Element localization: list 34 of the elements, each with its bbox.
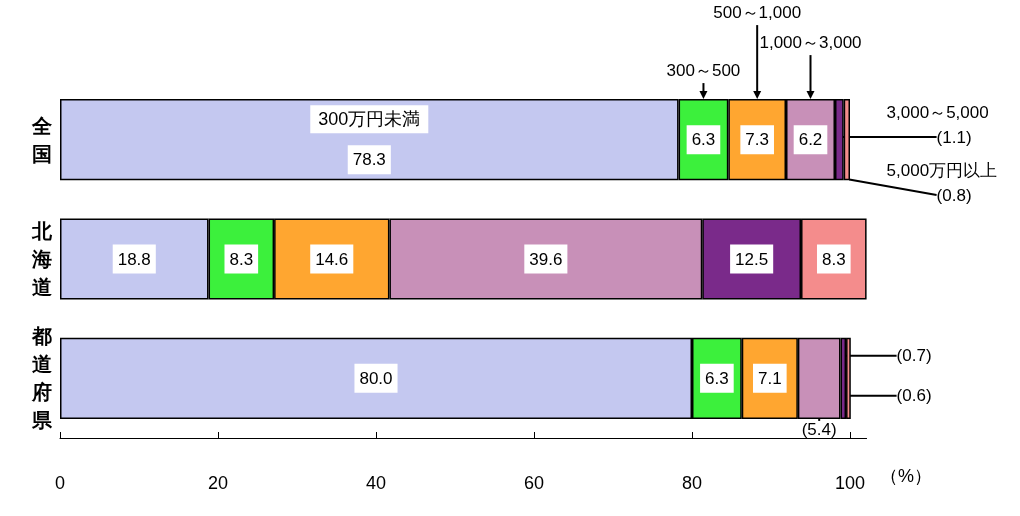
data-label: 7.3 [745,130,769,150]
data-label: (0.7) [896,346,932,366]
x-tick-label: 80 [681,473,703,493]
data-label: 8.3 [229,249,254,269]
data-label: 18.8 [117,249,151,269]
data-label: 14.6 [315,249,349,269]
text: 3,000～5,000 [886,102,989,122]
text: 5,000万円以上 [886,160,998,180]
data-label: (5.4) [801,419,837,439]
data-label: 6.3 [691,130,716,150]
series-label: 300～500 [666,61,741,81]
data-label: 6.3 [705,368,729,388]
y-tick-label: 都道府県 [31,325,53,432]
y-tick-label: 北海道 [31,220,53,298]
text: 500～1,000 [713,3,802,23]
data-label: 8.3 [821,249,846,269]
y-tick-label: 全国 [31,114,53,165]
data-label: (0.6) [896,386,932,406]
x-tick-label: 0 [54,473,66,493]
text: 1,000～3,000 [759,33,862,53]
x-tick-label: 20 [207,473,229,493]
data-label: 80.0 [359,368,393,388]
data-label: 12.5 [735,249,769,269]
x-tick-label: 40 [365,473,387,493]
data-label: 6.2 [798,130,823,150]
x-axis-title: （%） [880,466,933,486]
x-tick-label: 60 [523,473,545,493]
x-tick-label: 100 [834,473,866,493]
data-label: (0.8) [936,185,972,205]
series-label: 300万円未満 [318,109,421,130]
data-label: 78.3 [352,150,386,170]
data-label: (1.1) [936,127,972,147]
data-label: 7.1 [757,368,782,388]
data-label: 39.6 [529,249,563,269]
